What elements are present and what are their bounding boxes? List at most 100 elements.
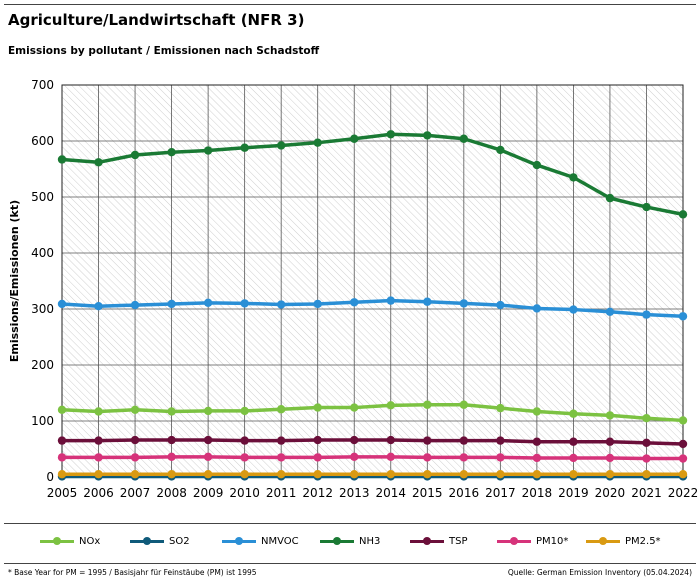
data-point-nh3: [94, 158, 103, 167]
data-point-nh3: [313, 138, 322, 147]
data-point-pm2-5: [240, 470, 249, 479]
data-point-nmvoc: [423, 297, 432, 306]
data-point-nox: [57, 405, 67, 414]
chart-subtitle: Emissions by pollutant / Emissionen nach…: [8, 45, 320, 57]
data-point-nh3: [642, 202, 651, 212]
data-point-tsp: [130, 435, 140, 445]
data-point-nmvoc: [642, 310, 651, 319]
data-point-nox: [642, 414, 651, 423]
data-point-pm2-5: [350, 470, 359, 479]
data-point-pm10: [313, 453, 322, 462]
data-point-pm2-5: [642, 470, 651, 479]
data-point-nh3: [167, 148, 176, 157]
legend-item-nh3: NH3: [320, 535, 380, 547]
legend-item-tsp: TSP: [410, 535, 468, 547]
x-tick-label: 2021: [631, 486, 662, 500]
legend-swatch: [222, 535, 256, 547]
legend-label: NOx: [79, 535, 101, 547]
data-point-tsp: [423, 436, 432, 445]
x-tick-label: 2005: [47, 486, 78, 500]
x-tick-label: 2022: [668, 486, 699, 500]
data-point-pm2-5: [605, 470, 615, 479]
data-point-nox: [313, 403, 322, 412]
x-axis-ticks: 2005 2006 2007 2008 2009 2010 2011 2012 2013 2014…: [47, 486, 699, 500]
data-point-tsp: [57, 436, 67, 445]
data-point-nmvoc: [569, 305, 578, 314]
data-point-nmvoc: [240, 299, 249, 308]
data-point-nmvoc: [130, 300, 140, 310]
data-point-nox: [386, 401, 395, 410]
footnote: * Base Year for PM = 1995 / Basisjahr fü…: [8, 568, 257, 577]
legend-swatch: [586, 535, 620, 547]
data-point-nmvoc: [57, 299, 67, 309]
data-point-pm10: [240, 453, 249, 462]
y-tick-label: 100: [31, 414, 54, 428]
data-point-pm10: [569, 453, 578, 463]
legend-marker: [143, 537, 151, 545]
data-point-nmvoc: [350, 298, 359, 307]
legend-rule: [4, 523, 696, 524]
data-point-nox: [240, 406, 249, 416]
x-tick-label: 2017: [485, 486, 516, 500]
top-rule: [4, 4, 696, 5]
legend-swatch: [497, 535, 531, 547]
data-point-nmvoc: [678, 312, 688, 321]
data-point-nox: [276, 405, 286, 414]
data-point-nmvoc: [532, 304, 542, 313]
data-point-tsp: [569, 437, 578, 446]
y-axis-label: Emissions/Emissionen (kt): [8, 200, 21, 362]
data-point-pm2-5: [532, 470, 542, 479]
data-point-tsp: [240, 436, 249, 445]
data-point-nox: [678, 416, 688, 425]
y-tick-label: 300: [31, 302, 54, 316]
data-point-pm2-5: [130, 470, 140, 479]
y-tick-label: 0: [46, 470, 54, 484]
data-point-pm2-5: [167, 470, 176, 479]
data-point-nmvoc: [459, 299, 469, 308]
x-tick-label: 2010: [229, 486, 260, 500]
legend: NOx SO2 NMVOC NH3 TSP PM10* PM2.5*: [0, 530, 700, 556]
data-point-tsp: [94, 436, 103, 445]
legend-item-pm2-5: PM2.5*: [586, 535, 661, 547]
data-point-tsp: [642, 438, 651, 448]
data-point-pm10: [94, 453, 103, 462]
data-point-pm2-5: [94, 470, 103, 479]
data-point-pm10: [459, 453, 469, 462]
legend-marker: [235, 537, 243, 545]
data-point-pm2-5: [459, 470, 469, 479]
data-point-tsp: [678, 439, 688, 449]
data-point-nox: [167, 407, 176, 416]
legend-label: NH3: [359, 535, 381, 547]
legend-marker: [599, 537, 607, 545]
data-point-nmvoc: [203, 298, 213, 308]
x-tick-label: 2018: [522, 486, 553, 500]
x-tick-label: 2019: [558, 486, 589, 500]
data-point-pm10: [496, 453, 505, 462]
footer-rule: [4, 563, 696, 564]
plot-background: [62, 85, 683, 477]
data-point-nox: [203, 406, 213, 416]
legend-item-nmvoc: NMVOC: [222, 535, 299, 547]
data-point-pm10: [423, 453, 432, 462]
legend-item-so2: SO2: [130, 535, 190, 547]
data-point-tsp: [203, 435, 213, 445]
data-point-nh3: [569, 173, 578, 182]
x-tick-label: 2009: [193, 486, 224, 500]
x-tick-label: 2011: [266, 486, 297, 500]
legend-item-pm10: PM10*: [497, 535, 568, 547]
data-point-pm2-5: [313, 470, 322, 479]
data-point-pm10: [642, 454, 651, 463]
series-group: [57, 130, 688, 481]
legend-label: SO2: [169, 535, 190, 547]
data-point-tsp: [459, 436, 469, 445]
data-point-nh3: [240, 143, 249, 152]
data-point-nh3: [57, 155, 67, 164]
data-point-nh3: [203, 146, 213, 155]
data-point-pm10: [276, 453, 286, 462]
data-point-nh3: [423, 131, 432, 140]
data-point-nmvoc: [386, 296, 395, 305]
legend-label: PM2.5*: [625, 535, 661, 547]
x-tick-label: 2012: [302, 486, 333, 500]
series-line-nh3: [61, 132, 684, 217]
x-tick-label: 2020: [595, 486, 626, 500]
